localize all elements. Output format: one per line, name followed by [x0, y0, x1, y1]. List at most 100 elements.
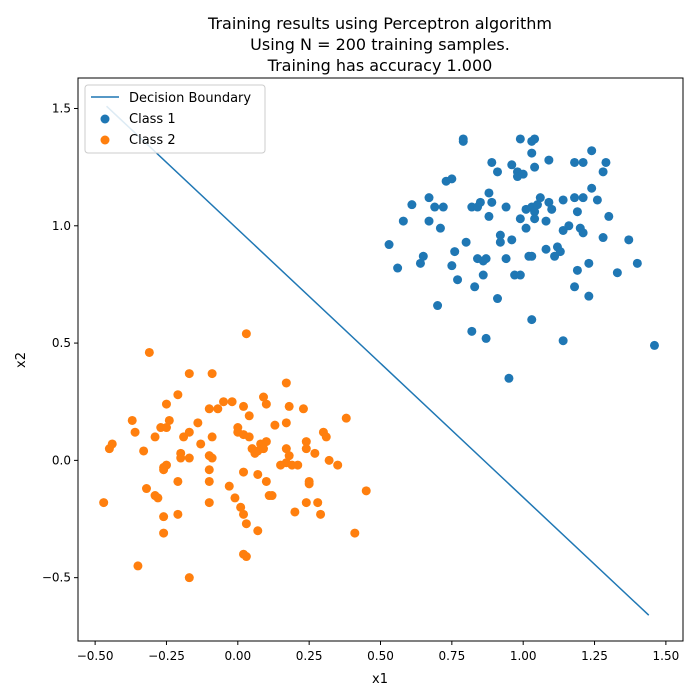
- data-point: [530, 162, 540, 172]
- data-point: [587, 183, 597, 193]
- data-point: [361, 486, 371, 496]
- y-tick-label: 0.5: [52, 336, 71, 350]
- data-point: [530, 214, 540, 224]
- data-point: [544, 155, 554, 165]
- y-tick-label: 0.0: [52, 453, 71, 467]
- data-point: [184, 427, 194, 437]
- x-tick-label: 1.00: [510, 649, 537, 663]
- data-point: [173, 509, 183, 519]
- y-tick-label: 1.5: [52, 101, 71, 115]
- data-point: [107, 439, 117, 449]
- data-point: [204, 465, 214, 475]
- data-point: [578, 193, 588, 203]
- data-point: [253, 446, 263, 456]
- data-point: [324, 455, 334, 465]
- legend-box: [84, 84, 266, 154]
- data-point: [558, 195, 568, 205]
- data-point: [555, 247, 565, 257]
- data-point: [558, 336, 568, 346]
- data-point: [173, 390, 183, 400]
- data-point: [450, 247, 460, 257]
- data-point: [544, 197, 554, 207]
- data-point: [592, 195, 602, 205]
- x-tick-label: −0.50: [77, 649, 114, 663]
- data-point: [535, 193, 545, 203]
- data-point: [164, 415, 174, 425]
- data-point: [624, 235, 634, 245]
- data-point: [261, 399, 271, 409]
- x-tick-label: 0.00: [224, 649, 251, 663]
- data-point: [301, 444, 311, 454]
- title-line-3: Training has accuracy 1.000: [267, 56, 493, 75]
- data-point: [207, 432, 217, 442]
- data-point: [584, 258, 594, 268]
- data-point: [239, 401, 249, 411]
- data-point: [253, 526, 263, 536]
- data-point: [161, 423, 171, 433]
- data-point: [501, 254, 511, 264]
- data-point: [321, 432, 331, 442]
- data-point: [281, 378, 291, 388]
- data-point: [587, 146, 597, 156]
- data-point: [176, 453, 186, 463]
- data-point: [507, 160, 517, 170]
- data-point: [184, 369, 194, 379]
- legend-label-class-1: Class 1: [129, 112, 176, 127]
- data-point: [313, 498, 323, 508]
- data-point: [504, 373, 514, 383]
- data-point: [515, 134, 525, 144]
- x-axis-label: x1: [372, 672, 388, 687]
- data-point: [493, 294, 503, 304]
- data-point: [612, 268, 622, 278]
- data-point: [184, 453, 194, 463]
- x-tick-label: 0.25: [296, 649, 323, 663]
- data-point: [461, 237, 471, 247]
- data-point: [241, 329, 251, 339]
- data-point: [572, 207, 582, 217]
- data-point: [515, 214, 525, 224]
- data-point: [244, 411, 254, 421]
- data-point: [270, 420, 280, 430]
- data-point: [572, 265, 582, 275]
- data-point: [598, 167, 608, 177]
- series-class-2: [99, 329, 371, 583]
- data-point: [150, 432, 160, 442]
- data-point: [501, 202, 511, 212]
- data-point: [495, 237, 505, 247]
- data-point: [398, 216, 408, 226]
- data-point: [236, 502, 246, 512]
- title-line-1: Training results using Perceptron algori…: [207, 14, 552, 33]
- data-point: [604, 211, 614, 221]
- data-point: [139, 446, 149, 456]
- data-point: [267, 491, 277, 501]
- data-point: [481, 333, 491, 343]
- data-point: [159, 528, 169, 538]
- data-point: [258, 392, 268, 402]
- x-tick-label: −0.25: [148, 649, 185, 663]
- data-point: [458, 136, 468, 146]
- data-point: [261, 476, 271, 486]
- data-point: [207, 369, 217, 379]
- data-point: [495, 230, 505, 240]
- data-point: [447, 261, 457, 271]
- data-point: [239, 509, 249, 519]
- y-tick-label: −0.5: [42, 571, 71, 585]
- data-point: [281, 444, 291, 454]
- data-point: [564, 221, 574, 231]
- data-point: [487, 157, 497, 167]
- data-point: [350, 528, 360, 538]
- data-point: [239, 467, 249, 477]
- data-point: [284, 451, 294, 461]
- data-point: [541, 216, 551, 226]
- data-point: [261, 437, 271, 447]
- data-point: [415, 258, 425, 268]
- data-point: [467, 326, 477, 336]
- data-point: [475, 197, 485, 207]
- data-point: [204, 476, 214, 486]
- data-point: [470, 282, 480, 292]
- data-point: [478, 270, 488, 280]
- data-point: [484, 211, 494, 221]
- data-point: [507, 235, 517, 245]
- data-point: [481, 254, 491, 264]
- chart-title: Training results using Perceptron algori…: [207, 14, 552, 75]
